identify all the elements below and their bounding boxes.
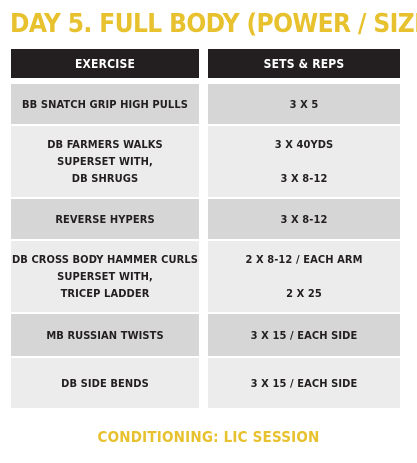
sets-reps-cell: 3 X 15 / EACH SIDE [208, 358, 400, 408]
header-exercise: EXERCISE [11, 49, 199, 78]
sets-reps-line: 3 X 8-12 [281, 170, 328, 187]
exercise-cell: DB SIDE BENDS [11, 358, 199, 408]
exercise-line: DB SHRUGS [72, 170, 138, 187]
sets-reps-cell: 3 X 40YDS 3 X 8-12 [208, 126, 400, 197]
sets-reps-line: 2 X 25 [286, 285, 322, 302]
sets-reps-cell: 3 X 15 / EACH SIDE [208, 314, 400, 356]
exercise-line: SUPERSET WITH, [57, 153, 153, 170]
exercise-line: REVERSE HYPERS [55, 211, 154, 228]
exercise-line: BB SNATCH GRIP HIGH PULLS [22, 96, 188, 113]
sets-reps-cell: 2 X 8-12 / EACH ARM 2 X 25 [208, 241, 400, 312]
exercise-cell: MB RUSSIAN TWISTS [11, 314, 199, 356]
sets-reps-line: 3 X 5 [290, 96, 319, 113]
exercise-cell: REVERSE HYPERS [11, 199, 199, 239]
sets-reps-line: 2 X 8-12 / EACH ARM [245, 251, 362, 268]
exercise-line: TRICEP LADDER [61, 285, 150, 302]
exercise-line: DB CROSS BODY HAMMER CURLS [12, 251, 198, 268]
exercise-cell: DB CROSS BODY HAMMER CURLS SUPERSET WITH,… [11, 241, 199, 312]
exercise-line: SUPERSET WITH, [57, 268, 153, 285]
sets-reps-cell: 3 X 5 [208, 84, 400, 124]
exercise-line: MB RUSSIAN TWISTS [46, 327, 163, 344]
sets-reps-line: 3 X 8-12 [281, 211, 328, 228]
conditioning-note: CONDITIONING: LIC SESSION [0, 425, 417, 449]
exercise-cell: DB FARMERS WALKS SUPERSET WITH, DB SHRUGS [11, 126, 199, 197]
exercise-line: DB FARMERS WALKS [47, 136, 163, 153]
exercise-line: DB SIDE BENDS [61, 375, 149, 392]
header-sets-reps: SETS & REPS [208, 49, 400, 78]
sets-reps-cell: 3 X 8-12 [208, 199, 400, 239]
sets-reps-line: 3 X 40YDS [275, 136, 334, 153]
exercise-cell: BB SNATCH GRIP HIGH PULLS [11, 84, 199, 124]
sets-reps-line: 3 X 15 / EACH SIDE [251, 375, 358, 392]
sets-reps-line: 3 X 15 / EACH SIDE [251, 327, 358, 344]
